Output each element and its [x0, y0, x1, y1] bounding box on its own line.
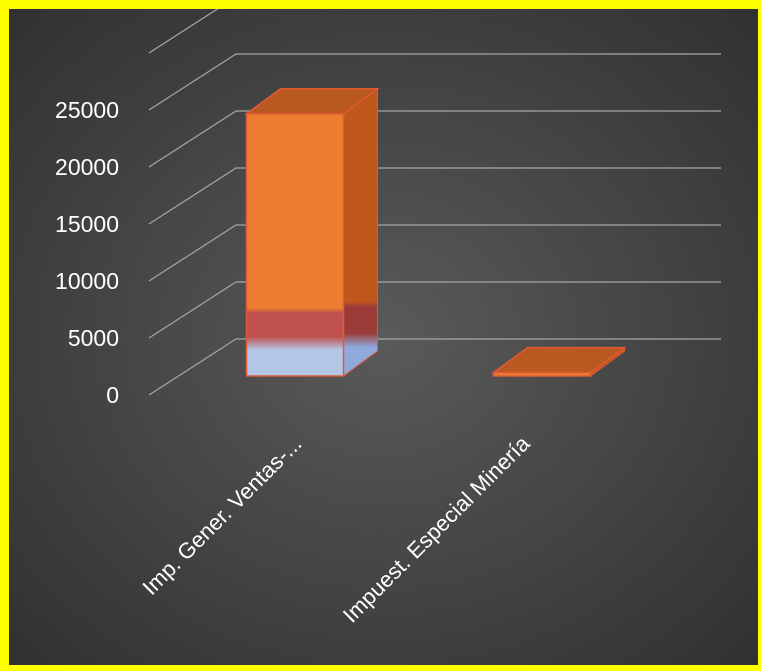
bar-front: [492, 371, 592, 377]
y-tick-label: 15000: [55, 211, 119, 237]
y-tick-label: 25000: [55, 97, 119, 123]
gridline: [148, 167, 721, 225]
gridline: [148, 281, 721, 339]
plot-background: [9, 9, 758, 665]
gridline: [148, 53, 721, 111]
y-axis-ticks: 0 5000 10000 15000 20000 25000: [55, 97, 119, 408]
gridline: [148, 110, 721, 168]
y-tick-label: 5000: [68, 325, 119, 351]
gridline: [148, 224, 721, 282]
bar-side: [343, 87, 378, 377]
bar: [491, 346, 627, 377]
bar: [244, 87, 380, 377]
y-tick-label: 0: [106, 382, 119, 408]
y-tick-label: 20000: [55, 154, 119, 180]
gridline: [148, 9, 219, 54]
bar-front: [245, 113, 345, 377]
bars: [244, 87, 627, 377]
gridline: [148, 338, 721, 396]
y-tick-label: 10000: [55, 268, 119, 294]
gridlines: [148, 9, 721, 396]
